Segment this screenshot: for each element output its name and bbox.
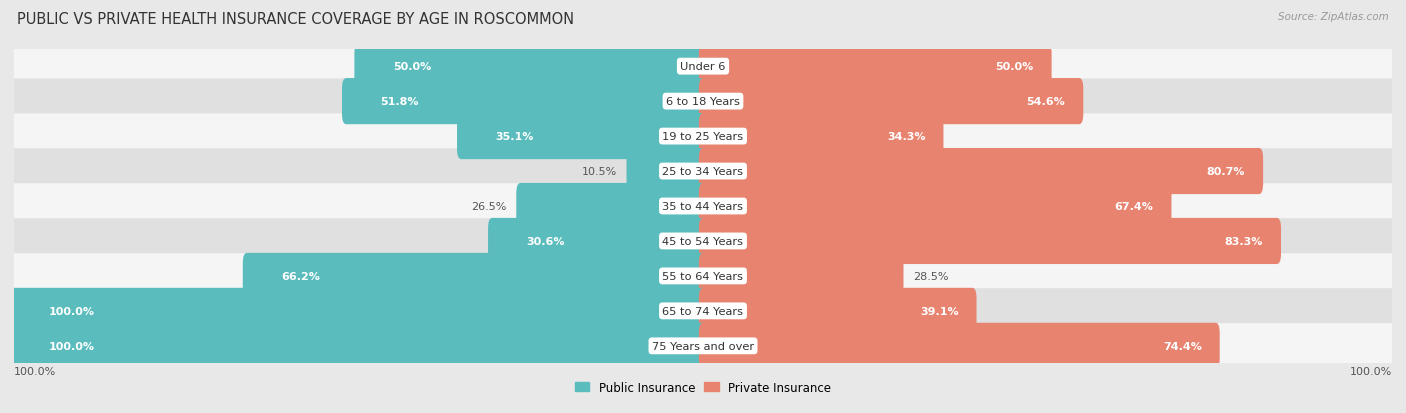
Text: 54.6%: 54.6% [1026,97,1066,107]
FancyBboxPatch shape [6,219,1400,264]
Text: Under 6: Under 6 [681,62,725,72]
Text: 100.0%: 100.0% [48,341,94,351]
Text: 75 Years and over: 75 Years and over [652,341,754,351]
Text: 28.5%: 28.5% [912,271,949,281]
Text: 50.0%: 50.0% [995,62,1033,72]
Text: 100.0%: 100.0% [1350,366,1392,376]
FancyBboxPatch shape [10,323,707,369]
Text: 6 to 18 Years: 6 to 18 Years [666,97,740,107]
FancyBboxPatch shape [354,44,707,90]
Text: 67.4%: 67.4% [1115,202,1153,211]
Text: 19 to 25 Years: 19 to 25 Years [662,132,744,142]
Text: 100.0%: 100.0% [48,306,94,316]
FancyBboxPatch shape [699,44,1052,90]
FancyBboxPatch shape [488,218,707,264]
FancyBboxPatch shape [627,149,707,195]
FancyBboxPatch shape [699,288,977,334]
FancyBboxPatch shape [699,218,1281,264]
FancyBboxPatch shape [6,149,1400,194]
Text: 35.1%: 35.1% [496,132,534,142]
FancyBboxPatch shape [243,253,707,299]
Text: 66.2%: 66.2% [281,271,321,281]
FancyBboxPatch shape [699,323,1220,369]
FancyBboxPatch shape [699,114,943,160]
FancyBboxPatch shape [10,288,707,334]
FancyBboxPatch shape [699,183,1171,230]
Text: 100.0%: 100.0% [14,366,56,376]
FancyBboxPatch shape [6,79,1400,125]
Text: 74.4%: 74.4% [1163,341,1202,351]
FancyBboxPatch shape [6,44,1400,90]
FancyBboxPatch shape [457,114,707,160]
Text: 25 to 34 Years: 25 to 34 Years [662,166,744,177]
Text: 80.7%: 80.7% [1206,166,1246,177]
FancyBboxPatch shape [6,288,1400,334]
Text: 35 to 44 Years: 35 to 44 Years [662,202,744,211]
Text: 39.1%: 39.1% [920,306,959,316]
Text: Source: ZipAtlas.com: Source: ZipAtlas.com [1278,12,1389,22]
Text: 83.3%: 83.3% [1225,236,1263,247]
FancyBboxPatch shape [699,79,1083,125]
Text: 45 to 54 Years: 45 to 54 Years [662,236,744,247]
Text: 55 to 64 Years: 55 to 64 Years [662,271,744,281]
Text: 34.3%: 34.3% [887,132,925,142]
Text: 65 to 74 Years: 65 to 74 Years [662,306,744,316]
Text: 51.8%: 51.8% [381,97,419,107]
FancyBboxPatch shape [699,149,1263,195]
FancyBboxPatch shape [6,114,1400,159]
Text: PUBLIC VS PRIVATE HEALTH INSURANCE COVERAGE BY AGE IN ROSCOMMON: PUBLIC VS PRIVATE HEALTH INSURANCE COVER… [17,12,574,27]
FancyBboxPatch shape [6,254,1400,299]
FancyBboxPatch shape [516,183,707,230]
FancyBboxPatch shape [6,323,1400,369]
Text: 10.5%: 10.5% [582,166,617,177]
FancyBboxPatch shape [699,253,904,299]
Text: 50.0%: 50.0% [392,62,432,72]
Legend: Public Insurance, Private Insurance: Public Insurance, Private Insurance [571,376,835,399]
FancyBboxPatch shape [6,184,1400,229]
Text: 26.5%: 26.5% [471,202,506,211]
FancyBboxPatch shape [342,79,707,125]
Text: 30.6%: 30.6% [527,236,565,247]
